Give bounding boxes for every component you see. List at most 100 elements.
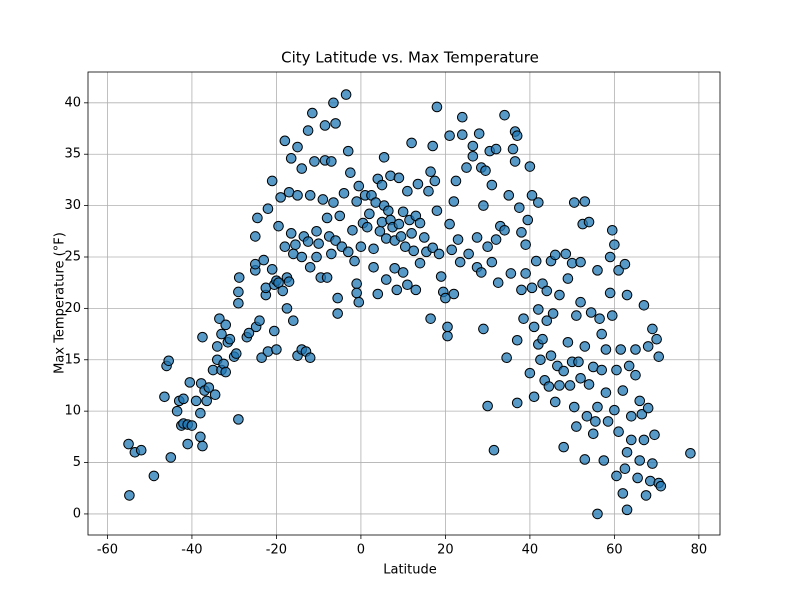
point bbox=[431, 101, 443, 113]
point bbox=[135, 444, 147, 456]
point bbox=[220, 319, 232, 331]
point bbox=[285, 153, 297, 164]
point bbox=[275, 192, 286, 203]
point bbox=[448, 196, 460, 207]
point bbox=[347, 224, 358, 236]
point bbox=[516, 227, 527, 238]
point bbox=[389, 262, 401, 274]
point bbox=[642, 402, 654, 414]
point bbox=[368, 243, 379, 255]
point bbox=[414, 217, 426, 229]
point bbox=[630, 344, 641, 355]
point bbox=[429, 175, 441, 187]
point bbox=[579, 341, 591, 352]
point bbox=[342, 145, 354, 157]
point bbox=[418, 232, 430, 243]
point bbox=[499, 109, 510, 121]
point bbox=[558, 441, 569, 453]
point bbox=[581, 410, 593, 422]
point bbox=[518, 313, 529, 324]
point bbox=[349, 255, 360, 267]
point bbox=[393, 172, 405, 184]
point bbox=[269, 325, 280, 337]
point bbox=[514, 202, 525, 213]
point bbox=[383, 205, 394, 217]
point bbox=[621, 446, 633, 458]
point bbox=[408, 245, 420, 257]
point bbox=[625, 410, 637, 422]
point bbox=[148, 470, 160, 482]
point bbox=[296, 163, 308, 174]
point bbox=[594, 313, 605, 324]
point bbox=[524, 367, 536, 379]
point bbox=[330, 235, 341, 246]
point bbox=[503, 190, 515, 201]
point bbox=[575, 256, 586, 268]
point bbox=[321, 272, 333, 283]
point bbox=[619, 258, 631, 270]
x-axis-label: Latitude bbox=[383, 563, 437, 578]
point bbox=[277, 285, 289, 297]
point bbox=[351, 196, 362, 207]
x-tick-label: 40 bbox=[522, 543, 539, 558]
point bbox=[444, 130, 455, 142]
point bbox=[450, 175, 462, 187]
point bbox=[554, 289, 565, 301]
point bbox=[482, 241, 493, 253]
point bbox=[391, 284, 403, 296]
point bbox=[482, 400, 493, 412]
point bbox=[617, 385, 629, 396]
point bbox=[271, 344, 282, 355]
point bbox=[511, 130, 523, 142]
point bbox=[537, 333, 548, 345]
point bbox=[319, 120, 331, 131]
y-tick-label: 10 bbox=[64, 404, 81, 419]
point bbox=[249, 231, 261, 242]
point bbox=[431, 205, 443, 217]
point bbox=[528, 391, 540, 403]
point bbox=[211, 341, 223, 352]
point bbox=[604, 287, 616, 299]
point bbox=[353, 180, 365, 192]
point bbox=[427, 140, 439, 152]
plot-frame bbox=[87, 71, 721, 536]
point bbox=[456, 111, 468, 123]
point bbox=[554, 380, 565, 391]
point bbox=[302, 125, 314, 136]
point bbox=[376, 179, 388, 191]
point bbox=[165, 452, 177, 463]
point bbox=[233, 286, 244, 298]
point bbox=[186, 420, 198, 431]
point bbox=[655, 480, 667, 492]
point bbox=[647, 323, 658, 335]
point bbox=[461, 162, 472, 173]
point bbox=[640, 490, 652, 501]
point bbox=[511, 397, 523, 409]
point bbox=[249, 258, 261, 270]
point bbox=[285, 228, 297, 239]
point bbox=[543, 381, 555, 392]
point bbox=[402, 185, 413, 197]
point bbox=[342, 246, 354, 258]
point bbox=[201, 395, 213, 407]
point bbox=[583, 216, 595, 228]
point bbox=[355, 241, 367, 253]
point bbox=[406, 228, 417, 239]
point bbox=[412, 178, 424, 190]
point bbox=[361, 221, 373, 233]
point bbox=[262, 203, 274, 214]
point bbox=[397, 267, 409, 278]
point bbox=[604, 251, 616, 263]
point bbox=[402, 279, 413, 291]
point bbox=[425, 313, 436, 324]
point bbox=[473, 128, 485, 139]
point bbox=[410, 284, 422, 296]
point bbox=[623, 360, 635, 372]
point bbox=[524, 161, 536, 172]
point bbox=[338, 187, 350, 199]
point bbox=[406, 137, 417, 149]
y-tick-label: 5 bbox=[73, 455, 81, 470]
point bbox=[642, 341, 654, 352]
point bbox=[190, 395, 202, 407]
